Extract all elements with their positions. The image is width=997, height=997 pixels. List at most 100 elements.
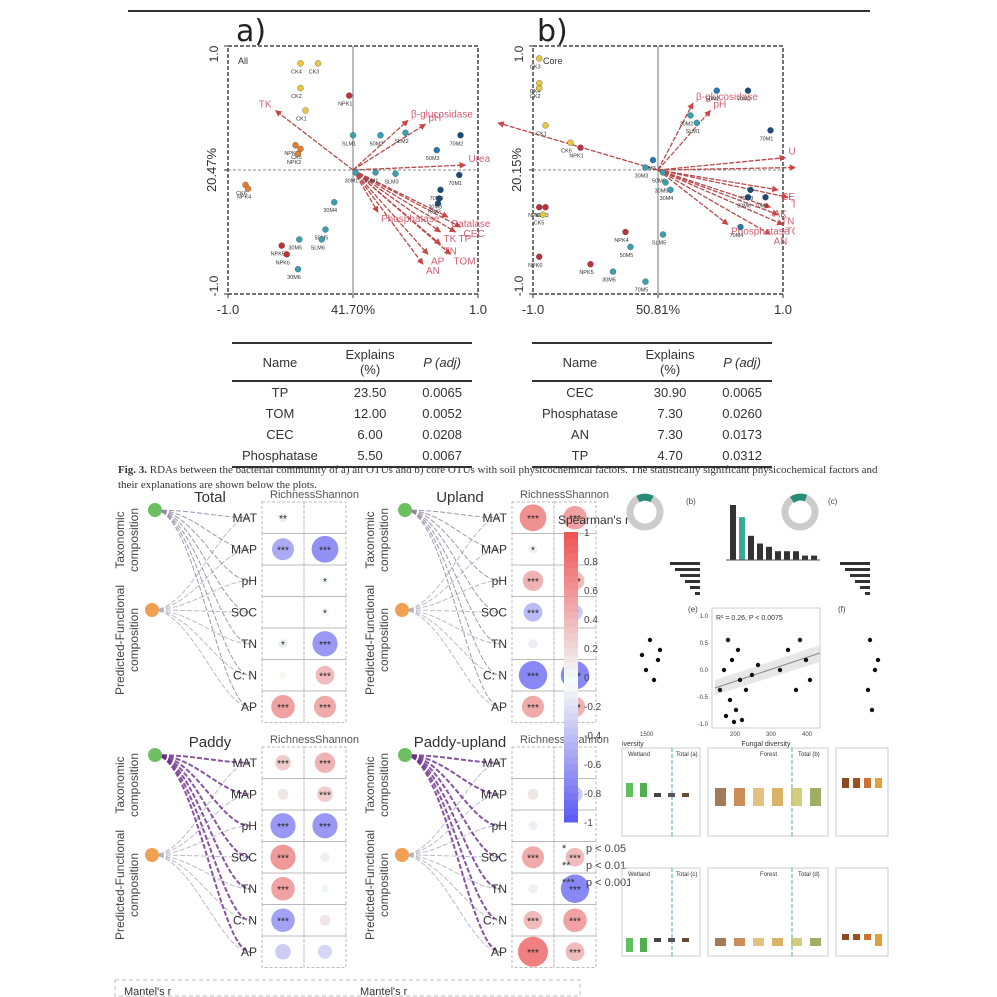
significance-mark: *** <box>319 822 331 833</box>
rda-vector <box>657 102 694 171</box>
mantel-edge <box>404 509 501 676</box>
sample-label: CK4 <box>291 69 302 75</box>
data-point <box>785 647 791 653</box>
mantel-edge <box>401 854 501 858</box>
panel-label: (b) <box>686 497 696 506</box>
correlation-circle <box>518 936 548 967</box>
taxonomic-node <box>148 503 162 517</box>
cell-padj: 0.0208 <box>422 427 462 442</box>
sample-point <box>318 236 325 243</box>
node-label-composition: composition <box>127 853 141 917</box>
heatmap-cell-frame <box>303 904 347 937</box>
mantel-edge <box>404 754 501 922</box>
correlation-circle <box>317 786 333 803</box>
correlation-circle <box>271 876 295 901</box>
correlation-circle <box>275 754 291 771</box>
col-label-shannon: Shannon <box>565 490 609 501</box>
sample-label: 50M3 <box>426 156 440 162</box>
y-tick-label: 1.0 <box>207 45 221 62</box>
donut-chart <box>781 493 819 531</box>
data-point <box>717 687 723 693</box>
colorbar-segment <box>564 742 578 750</box>
env-factor-label: SOC <box>231 850 257 864</box>
data-point <box>729 657 735 663</box>
donut-highlight <box>636 493 654 503</box>
colorbar-segment <box>564 785 578 794</box>
functional-node <box>395 848 409 862</box>
taxonomic-node <box>398 748 412 762</box>
sample-point <box>322 226 329 233</box>
cell-name: CEC <box>566 385 594 400</box>
set-size-bar <box>855 580 870 583</box>
mantel-edge <box>151 580 251 611</box>
mantel-edge <box>151 793 251 856</box>
colorbar-segment <box>564 669 578 678</box>
sample-label: NPK4 <box>237 195 251 201</box>
sample-point <box>456 171 463 179</box>
env-factor-label: SOC <box>231 605 257 619</box>
colorbar-segment <box>564 648 578 656</box>
sample-point <box>346 92 353 99</box>
rda-vector <box>352 169 442 233</box>
x-axis-label: iversity <box>622 741 644 748</box>
mantel-edge <box>404 509 501 708</box>
boxplot-frame <box>835 747 889 837</box>
colorbar-tick-label: 0.8 <box>584 557 598 568</box>
colorbar-segment <box>564 640 578 649</box>
data-point <box>869 707 875 713</box>
colorbar-segment <box>564 619 578 627</box>
rda-vector-label: pH <box>429 113 442 124</box>
sample-point <box>649 156 657 164</box>
set-size-bar <box>850 574 870 577</box>
colorbar-tick-label: 0.6 <box>584 586 598 597</box>
sample-point <box>294 266 302 273</box>
mantel-edge <box>404 509 501 582</box>
sample-label: 30M2 <box>680 121 694 127</box>
rda-vector <box>352 162 467 171</box>
colorbar-segment <box>564 568 578 576</box>
sample-label: 30M5 <box>602 278 616 284</box>
significance-mark: *** <box>527 948 539 959</box>
correlation-circle <box>523 910 543 930</box>
y-tick-label: 0.0 <box>700 668 709 674</box>
sample-label: 30M4 <box>660 196 674 202</box>
mantel-legend-label: Mantel's r <box>124 986 172 997</box>
mantel-edge <box>401 793 501 856</box>
colorbar-segment <box>564 604 578 613</box>
cell-padj: 0.0260 <box>722 406 762 421</box>
boxplot-box <box>640 783 647 797</box>
env-factor-label: C: N <box>233 913 257 927</box>
boxplot-box <box>791 938 802 946</box>
functional-node <box>395 603 409 617</box>
env-factor-label: AP <box>491 700 507 714</box>
table-row: AN 7.30 0.0173 <box>532 424 772 445</box>
boxplot-box <box>626 783 633 797</box>
data-point <box>735 647 741 653</box>
significance-legend-text: p < 0.05 <box>586 843 626 855</box>
sample-point <box>244 185 252 192</box>
mantel-edge <box>151 548 251 611</box>
sample-label: 30M5 <box>655 188 669 194</box>
boxplot-frame <box>707 867 829 957</box>
sample-label: CK2 <box>291 94 302 100</box>
boxplot-box <box>875 778 882 788</box>
sample-point <box>659 169 667 176</box>
rda-vector <box>497 121 659 171</box>
cell-name: TP <box>532 445 628 468</box>
heatmap-cell-frame <box>261 564 305 597</box>
env-factor-label: pH <box>492 574 507 588</box>
sample-point <box>377 132 384 139</box>
colorbar-segment <box>564 698 578 707</box>
mantel-edge <box>154 509 251 582</box>
table-row: CEC 30.90 0.0065 <box>532 381 772 403</box>
colorbar-segment <box>564 546 578 555</box>
mantel-edge <box>401 854 501 953</box>
cell-name: CEC <box>266 427 294 442</box>
upset-bar <box>757 543 763 560</box>
rda-vector <box>352 119 409 171</box>
cell-explains: 23.50 <box>353 385 387 400</box>
right-cropped-panels: (b) (c) (e) (f) R² = 0.26, P < 0.0075 1.0 0.5 0… <box>621 493 889 957</box>
data-point <box>875 657 881 663</box>
